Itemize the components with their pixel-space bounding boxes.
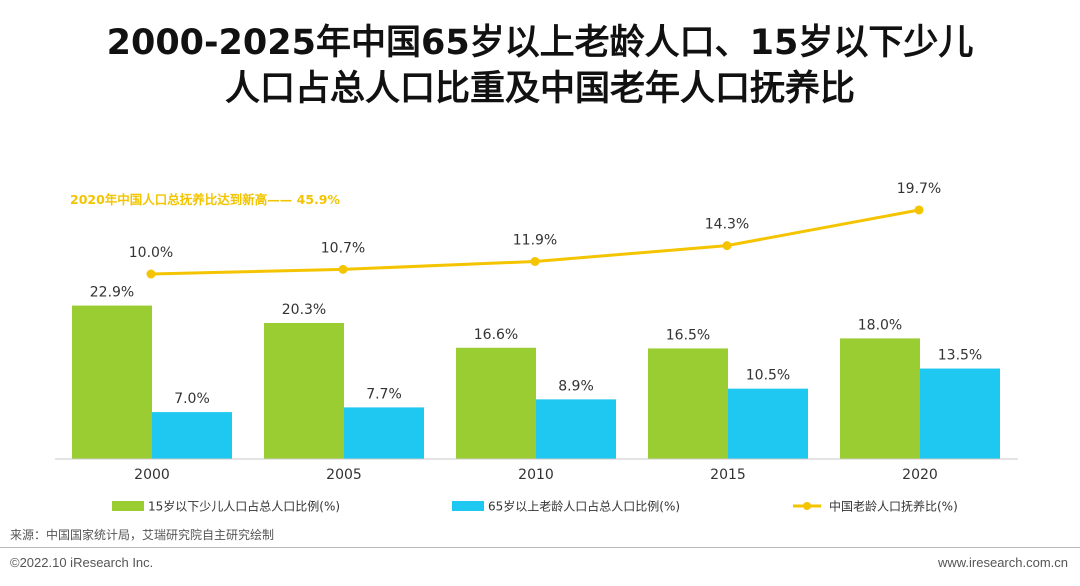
label-elderly-2000: 7.0% [174,391,210,407]
legend-swatch-child [112,501,144,511]
point-ratio-2020 [914,205,924,215]
bar-elderly-2000 [152,412,232,459]
label-elderly-2015: 10.5% [746,368,790,384]
label-child-2010: 16.6% [474,327,518,343]
bar-child-2015 [648,348,728,459]
bars-group: 22.9% 7.0% 20.3% 7.7% 16.6% 8.9% 16.5% 10.5% 18.… [72,285,1000,459]
label-elderly-2005: 7.7% [366,386,402,402]
legend-label-elderly: 65岁以上老龄人口占总人口比例(%) [488,499,680,514]
chart-title-line2: 人口占总人口比重及中国老年人口抚养比 [224,69,855,109]
label-child-2015: 16.5% [666,327,710,343]
bar-elderly-2015 [728,388,808,459]
label-elderly-2020: 13.5% [938,348,982,364]
x-tick-2015: 2015 [710,467,746,483]
label-ratio-2000: 10.0% [129,245,173,261]
bar-child-2010 [456,347,536,459]
point-ratio-2015 [722,241,732,251]
footer-website: www.iresearch.com.cn [937,555,1068,570]
x-axis-ticks: 2000 2005 2010 2015 2020 [134,467,938,483]
bar-elderly-2020 [920,368,1000,459]
legend-swatch-elderly [452,501,484,511]
point-ratio-2000 [146,269,156,279]
label-ratio-2015: 14.3% [705,217,749,233]
footer-copyright: ©2022.10 iResearch Inc. [10,555,154,570]
point-ratio-2005 [338,264,348,274]
legend-label-ratio: 中国老龄人口抚养比(%) [829,499,958,514]
legend-label-child: 15岁以下少儿人口占总人口比例(%) [148,499,340,514]
legend: 15岁以下少儿人口占总人口比例(%) 65岁以上老龄人口占总人口比例(%) 中国老龄… [112,499,958,514]
x-tick-2020: 2020 [902,467,938,483]
point-ratio-2010 [530,256,540,266]
label-ratio-2020: 19.7% [897,181,941,197]
legend-swatch-marker-ratio [803,502,811,510]
chart-title: 2000-2025年中国65岁以上老龄人口、15岁以下少儿 人口占总人口比重及中… [0,20,1080,112]
x-tick-2005: 2005 [326,467,362,483]
chart-annotation: 2020年中国人口总抚养比达到新高—— 45.9% [70,192,340,207]
x-tick-2000: 2000 [134,467,170,483]
label-elderly-2010: 8.9% [558,378,594,394]
footer-divider [0,547,1080,548]
x-tick-2010: 2010 [518,467,554,483]
bar-child-2005 [264,322,344,459]
bar-child-2020 [840,338,920,459]
chart-title-line1: 2000-2025年中国65岁以上老龄人口、15岁以下少儿 [106,23,974,63]
bar-child-2000 [72,305,152,459]
chart-area: 2020年中国人口总抚养比达到新高—— 45.9% 22.9% 7.0% 20.3%… [55,181,1018,514]
line-series-group: 10.0% 10.7% 11.9% 14.3% 19.7% [129,181,941,279]
bar-elderly-2005 [344,407,424,459]
bar-elderly-2010 [536,399,616,459]
label-ratio-2010: 11.9% [513,232,557,248]
label-child-2000: 22.9% [90,285,134,301]
source-note: 来源：中国国家统计局，艾瑞研究院自主研究绘制 [10,528,275,542]
label-child-2005: 20.3% [282,302,326,318]
label-ratio-2005: 10.7% [321,240,365,256]
label-child-2020: 18.0% [858,317,902,333]
